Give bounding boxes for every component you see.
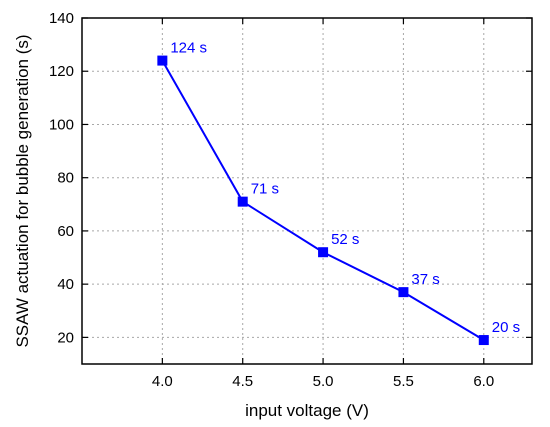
y-axis-title: SSAW actuation for bubble generation (s) bbox=[13, 34, 32, 347]
y-tick-label: 40 bbox=[57, 276, 74, 293]
data-point-label: 71 s bbox=[251, 181, 279, 198]
data-point-label: 20 s bbox=[492, 319, 520, 336]
data-point-label: 52 s bbox=[331, 231, 359, 248]
x-tick-label: 5.0 bbox=[313, 373, 334, 390]
data-point-label: 37 s bbox=[411, 271, 439, 288]
axis-ticks: 4.0 4.5 5.0 5.5 6.0 20 40 60 80 100 120 140 bbox=[49, 10, 532, 390]
data-point-marker bbox=[318, 247, 329, 258]
x-tick-label: 4.5 bbox=[232, 373, 253, 390]
data-point-marker bbox=[237, 196, 248, 207]
data-point-marker bbox=[157, 55, 168, 66]
x-tick-label: 5.5 bbox=[393, 373, 414, 390]
x-tick-label: 6.0 bbox=[473, 373, 494, 390]
y-tick-label: 60 bbox=[57, 223, 74, 240]
data-point-marker bbox=[478, 335, 489, 346]
y-tick-label: 20 bbox=[57, 329, 74, 346]
y-tick-label: 120 bbox=[49, 63, 74, 80]
y-tick-label: 140 bbox=[49, 10, 74, 27]
y-tick-label: 80 bbox=[57, 170, 74, 187]
x-tick-label: 4.0 bbox=[152, 373, 173, 390]
grid bbox=[82, 17, 532, 364]
plot-frame bbox=[81, 17, 533, 365]
x-axis-title: input voltage (V) bbox=[245, 401, 369, 420]
y-tick-label: 100 bbox=[49, 116, 74, 133]
data-point-marker bbox=[398, 287, 409, 298]
series-layer: 124 s 71 s 52 s 37 s 20 s bbox=[157, 40, 520, 346]
data-point-label: 124 s bbox=[170, 40, 207, 57]
